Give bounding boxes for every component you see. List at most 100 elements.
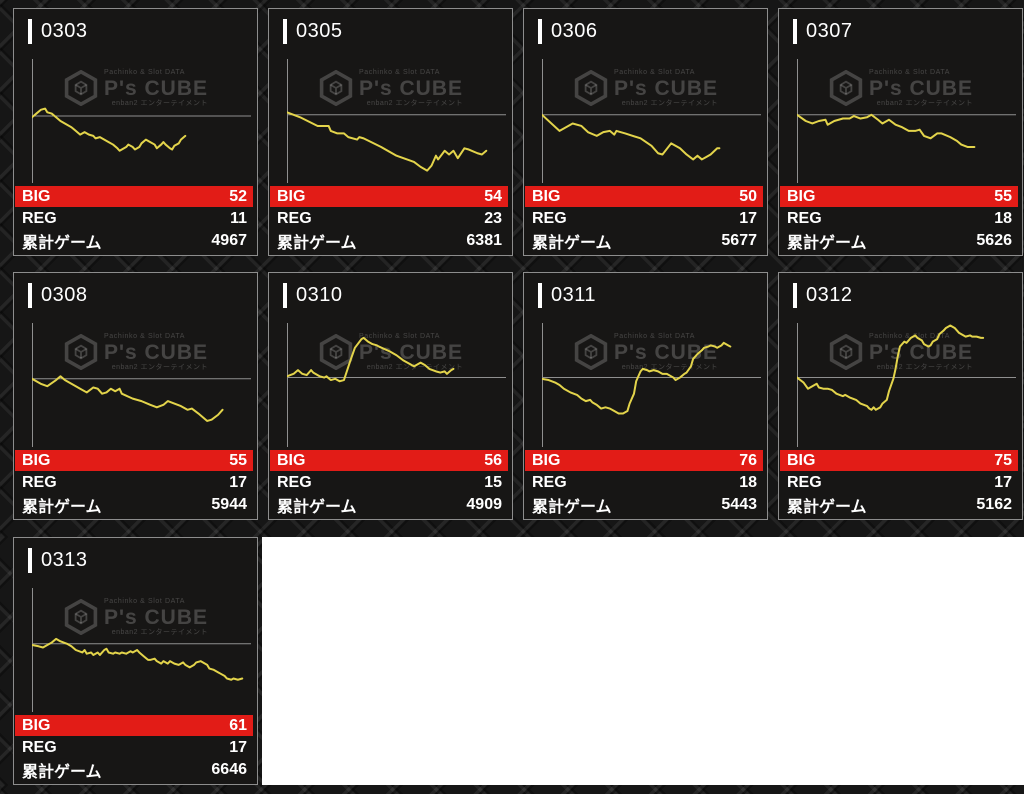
stats-block: BIG 54 REG 23 累計ゲーム 6381 [270,186,508,252]
big-value: 52 [229,187,247,205]
title-marker-bar [28,19,32,44]
chart-plot [797,323,1016,447]
big-count-row: BIG 55 [15,450,253,471]
payout-chart: Pachinko & Slot DATA P's CUBE enban2 エンタ… [524,53,767,189]
big-label: BIG [277,451,306,469]
machine-number: 0303 [41,20,88,42]
total-games-row: 累計ゲーム 5443 [525,494,763,516]
reg-label: REG [787,209,822,227]
chart-plot [32,59,251,183]
machine-card[interactable]: 0307 Pachinko & Slot DATA P's CUBE enban… [778,8,1023,256]
machine-card[interactable]: 0313 Pachinko & Slot DATA P's CUBE enban… [13,537,258,785]
big-count-row: BIG 61 [15,715,253,736]
big-count-row: BIG 52 [15,186,253,207]
title-marker-bar [793,19,797,44]
machine-card[interactable]: 0311 Pachinko & Slot DATA P's CUBE enban… [523,272,768,520]
big-count-row: BIG 55 [780,186,1018,207]
total-games-row: 累計ゲーム 4909 [270,494,508,516]
reg-value: 11 [230,209,247,227]
machine-number: 0308 [41,284,88,306]
total-games-value: 4909 [466,495,502,513]
title-marker-bar [28,283,32,308]
reg-count-row: REG 15 [270,472,508,493]
total-games-row: 累計ゲーム 5944 [15,494,253,516]
reg-count-row: REG 23 [270,208,508,229]
total-games-value: 5677 [721,231,757,249]
big-value: 50 [739,187,757,205]
chart-y-axis [32,588,33,712]
stats-block: BIG 75 REG 17 累計ゲーム 5162 [780,450,1018,516]
payout-chart: Pachinko & Slot DATA P's CUBE enban2 エンタ… [14,582,257,718]
big-label: BIG [277,187,306,205]
payout-line-series [287,112,486,170]
payout-line-series [32,109,185,151]
card-header: 0310 [283,283,343,308]
machine-grid-bottom-section: 0313 Pachinko & Slot DATA P's CUBE enban… [0,537,262,785]
big-value: 75 [994,451,1012,469]
total-games-label: 累計ゲーム [532,234,612,252]
payout-chart: Pachinko & Slot DATA P's CUBE enban2 エンタ… [779,53,1022,189]
big-label: BIG [532,451,561,469]
payout-line-series [32,376,223,421]
reg-value: 17 [229,738,247,756]
payout-line-series [542,115,719,160]
payout-line-series [797,115,974,147]
total-games-value: 5162 [976,495,1012,513]
machine-card[interactable]: 0306 Pachinko & Slot DATA P's CUBE enban… [523,8,768,256]
total-games-value: 6381 [466,231,502,249]
machine-card[interactable]: 0308 Pachinko & Slot DATA P's CUBE enban… [13,272,258,520]
machine-grid: 0303 Pachinko & Slot DATA P's CUBE enban… [13,8,1023,520]
card-header: 0313 [28,548,88,573]
stats-block: BIG 52 REG 11 累計ゲーム 4967 [15,186,253,252]
big-label: BIG [787,451,816,469]
title-marker-bar [283,19,287,44]
big-count-row: BIG 54 [270,186,508,207]
machine-number: 0313 [41,549,88,571]
card-header: 0303 [28,19,88,44]
total-games-row: 累計ゲーム 5162 [780,494,1018,516]
total-games-value: 6646 [211,760,247,778]
payout-chart: Pachinko & Slot DATA P's CUBE enban2 エンタ… [269,317,512,453]
reg-label: REG [22,473,57,491]
reg-count-row: REG 18 [780,208,1018,229]
machine-card[interactable]: 0312 Pachinko & Slot DATA P's CUBE enban… [778,272,1023,520]
title-marker-bar [793,283,797,308]
machine-card[interactable]: 0310 Pachinko & Slot DATA P's CUBE enban… [268,272,513,520]
title-marker-bar [538,283,542,308]
big-value: 76 [739,451,757,469]
card-header: 0308 [28,283,88,308]
total-games-value: 4967 [211,231,247,249]
machine-card[interactable]: 0303 Pachinko & Slot DATA P's CUBE enban… [13,8,258,256]
total-games-row: 累計ゲーム 6646 [15,759,253,781]
chart-y-axis [542,323,543,447]
chart-y-axis [797,59,798,183]
machine-number: 0306 [551,20,598,42]
reg-value: 17 [229,473,247,491]
big-label: BIG [22,187,51,205]
payout-chart: Pachinko & Slot DATA P's CUBE enban2 エンタ… [14,317,257,453]
chart-plot [32,323,251,447]
total-games-label: 累計ゲーム [532,498,612,516]
payout-line-series [287,338,453,381]
payout-line-series [32,639,242,680]
stats-block: BIG 76 REG 18 累計ゲーム 5443 [525,450,763,516]
card-header: 0306 [538,19,598,44]
title-marker-bar [283,283,287,308]
chart-plot [287,59,506,183]
total-games-label: 累計ゲーム [787,498,867,516]
total-games-row: 累計ゲーム 5626 [780,230,1018,252]
reg-label: REG [22,209,57,227]
machine-card[interactable]: 0305 Pachinko & Slot DATA P's CUBE enban… [268,8,513,256]
chart-y-axis [287,323,288,447]
payout-chart: Pachinko & Slot DATA P's CUBE enban2 エンタ… [269,53,512,189]
title-marker-bar [538,19,542,44]
chart-plot [542,323,761,447]
payout-line-series [797,325,983,409]
big-value: 55 [994,187,1012,205]
total-games-label: 累計ゲーム [277,498,357,516]
reg-count-row: REG 17 [15,472,253,493]
machine-number: 0307 [806,20,853,42]
big-value: 56 [484,451,502,469]
reg-value: 17 [994,473,1012,491]
chart-plot [542,59,761,183]
